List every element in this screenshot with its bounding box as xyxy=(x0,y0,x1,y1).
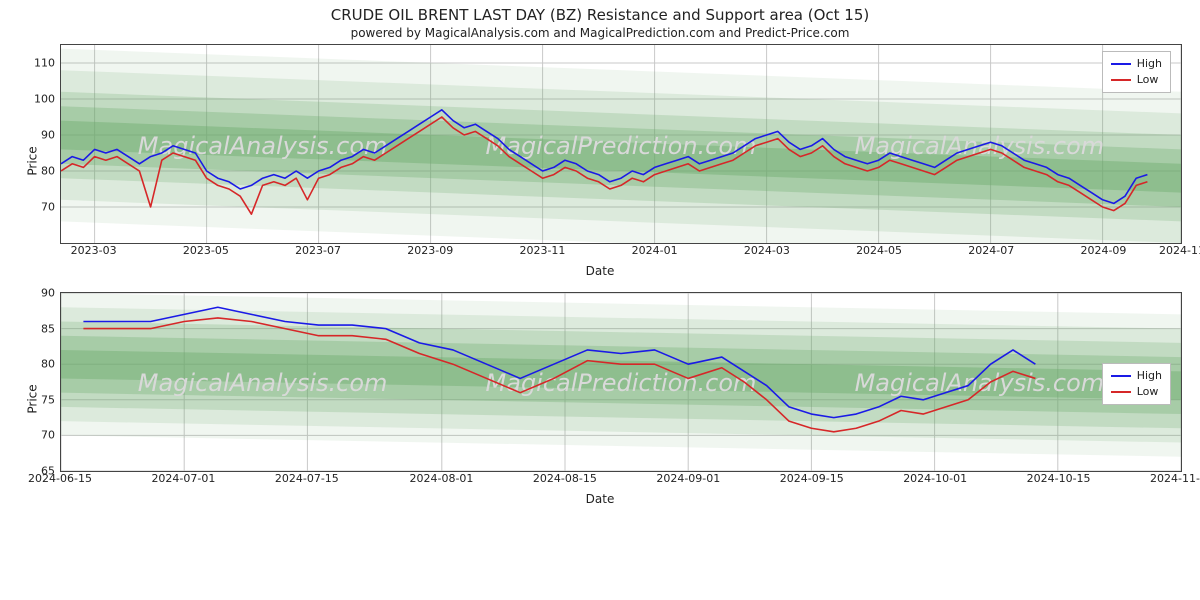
chart-svg: MagicalAnalysis.comMagicalPrediction.com… xyxy=(61,45,1181,243)
legend-swatch xyxy=(1111,63,1131,65)
y-tick-label: 70 xyxy=(41,201,61,214)
x-tick-label: 2024-03 xyxy=(744,244,790,257)
legend-swatch xyxy=(1111,375,1131,377)
y-tick-label: 80 xyxy=(41,165,61,178)
x-tick-label: 2024-08-15 xyxy=(533,472,597,485)
legend-label: Low xyxy=(1137,72,1159,88)
y-tick-label: 85 xyxy=(41,322,61,335)
x-tick-label: 2024-09-15 xyxy=(780,472,844,485)
x-tick-label: 2024-10-15 xyxy=(1027,472,1091,485)
legend-label: High xyxy=(1137,368,1162,384)
y-tick-label: 100 xyxy=(34,93,61,106)
y-axis-label: Price xyxy=(26,146,40,175)
x-tick-label: 2024-09-01 xyxy=(656,472,720,485)
x-tick-label: 2023-05 xyxy=(183,244,229,257)
svg-text:MagicalAnalysis.com: MagicalAnalysis.com xyxy=(138,369,388,397)
legend: HighLow xyxy=(1102,363,1171,405)
chart-subtitle: powered by MagicalAnalysis.com and Magic… xyxy=(0,24,1200,44)
x-tick-label: 2024-01 xyxy=(632,244,678,257)
x-tick-label: 2024-07 xyxy=(968,244,1014,257)
legend-item: Low xyxy=(1111,384,1162,400)
price-chart-long-range: MagicalAnalysis.comMagicalPrediction.com… xyxy=(60,44,1182,244)
legend-label: High xyxy=(1137,56,1162,72)
x-tick-label: 2024-07-01 xyxy=(151,472,215,485)
svg-text:MagicalPrediction.com: MagicalPrediction.com xyxy=(486,369,757,397)
chart-svg: MagicalAnalysis.com MagicalPrediction.com… xyxy=(61,293,1181,471)
svg-text:MagicalAnalysis.com: MagicalAnalysis.com xyxy=(855,369,1105,397)
legend-swatch xyxy=(1111,79,1131,81)
legend: HighLow xyxy=(1102,51,1171,93)
legend-item: High xyxy=(1111,56,1162,72)
x-ticks: 2024-06-152024-07-012024-07-152024-08-01… xyxy=(60,472,1182,488)
x-axis-label: Date xyxy=(0,260,1200,278)
chart-title: CRUDE OIL BRENT LAST DAY (BZ) Resistance… xyxy=(0,0,1200,24)
y-tick-label: 90 xyxy=(41,287,61,300)
x-tick-label: 2024-07-15 xyxy=(275,472,339,485)
y-tick-label: 80 xyxy=(41,358,61,371)
y-tick-label: 75 xyxy=(41,393,61,406)
x-tick-label: 2024-09 xyxy=(1080,244,1126,257)
legend-swatch xyxy=(1111,391,1131,393)
legend-item: Low xyxy=(1111,72,1162,88)
y-tick-label: 70 xyxy=(41,429,61,442)
x-tick-label: 2023-11 xyxy=(519,244,565,257)
legend-item: High xyxy=(1111,368,1162,384)
x-tick-label: 2023-09 xyxy=(407,244,453,257)
x-tick-label: 2024-11-01 xyxy=(1150,472,1200,485)
y-axis-label: Price xyxy=(26,384,40,413)
y-tick-label: 110 xyxy=(34,57,61,70)
price-chart-short-range: MagicalAnalysis.com MagicalPrediction.com… xyxy=(60,292,1182,472)
x-tick-label: 2024-08-01 xyxy=(410,472,474,485)
y-tick-label: 90 xyxy=(41,129,61,142)
x-ticks: 2023-03 2023-05 2023-07 2023-09 2023-11 2024-… xyxy=(60,244,1182,260)
x-tick-label: 2023-07 xyxy=(295,244,341,257)
x-tick-label: 2024-11 xyxy=(1159,244,1200,257)
x-axis-label: Date xyxy=(0,488,1200,506)
svg-text:MagicalPrediction.com: MagicalPrediction.com xyxy=(486,132,757,160)
x-tick-label: 2023-03 xyxy=(71,244,117,257)
x-tick-label: 2024-06-15 xyxy=(28,472,92,485)
x-tick-label: 2024-10-01 xyxy=(903,472,967,485)
page: { "title": "CRUDE OIL BRENT LAST DAY (BZ… xyxy=(0,0,1200,600)
x-tick-label: 2024-05 xyxy=(856,244,902,257)
legend-label: Low xyxy=(1137,384,1159,400)
